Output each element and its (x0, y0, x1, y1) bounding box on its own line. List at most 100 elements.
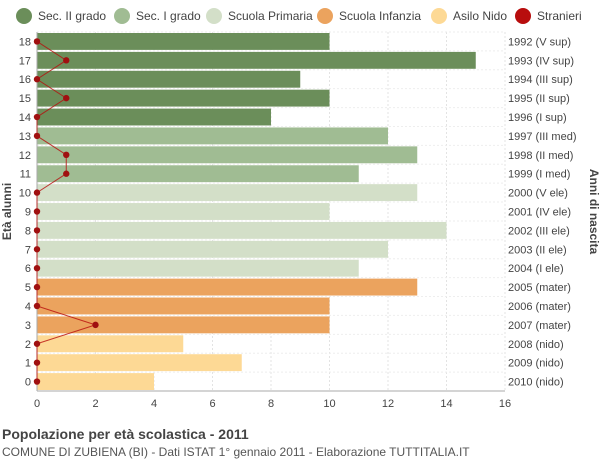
bar-age-2 (37, 335, 184, 353)
stranieri-point-age-6 (33, 264, 41, 272)
birth-label-14: 1996 (I sup) (508, 112, 567, 124)
age-label-4: 4 (25, 301, 31, 313)
legend-item-scuola-primaria: Scuola Primaria (206, 6, 313, 26)
bar-age-13 (37, 127, 388, 145)
birth-label-3: 2007 (mater) (508, 320, 571, 332)
legend-label-sec-i-grado: Sec. I grado (136, 9, 201, 23)
bar-age-14 (37, 108, 271, 126)
bar-age-15 (37, 89, 330, 107)
legend-item-sec-ii-grado: Sec. II grado (16, 6, 106, 26)
stranieri-point-age-8 (33, 227, 41, 234)
y-axis-title-right: Anni di nascita (587, 169, 600, 255)
x-tick-label-2: 4 (151, 398, 157, 410)
age-label-9: 9 (25, 207, 31, 219)
stranieri-point-age-4 (33, 302, 41, 310)
birth-label-0: 2010 (nido) (508, 377, 564, 389)
stranieri-point-age-16 (33, 76, 41, 83)
x-tick-label-0: 0 (34, 398, 40, 410)
bar-age-0 (37, 373, 154, 390)
stranieri-point-age-10 (33, 189, 41, 196)
birth-label-11: 1999 (I med) (508, 169, 570, 181)
age-label-7: 7 (25, 244, 31, 256)
age-label-16: 16 (19, 74, 31, 86)
birth-label-15: 1995 (II sup) (508, 93, 570, 105)
stranieri-point-age-3 (92, 321, 99, 329)
legend-swatch-scuola-primaria (206, 8, 222, 24)
legend-label-stranieri: Stranieri (537, 9, 582, 23)
stranieri-point-age-2 (33, 340, 41, 347)
birth-label-1: 2009 (nido) (508, 358, 564, 370)
x-tick-label-5: 10 (323, 398, 335, 410)
age-label-2: 2 (25, 339, 31, 351)
stranieri-point-age-9 (33, 208, 41, 215)
y-axis-title-left: Età alunni (0, 183, 14, 240)
birth-label-8: 2002 (III ele) (508, 225, 570, 237)
birth-label-2: 2008 (nido) (508, 339, 564, 351)
age-label-17: 17 (19, 55, 31, 67)
legend-item-sec-i-grado: Sec. I grado (114, 6, 201, 26)
birth-label-6: 2004 (I ele) (508, 263, 564, 275)
bar-age-18 (37, 33, 330, 50)
bar-age-11 (37, 165, 359, 183)
chart-subtitle: COMUNE DI ZUBIENA (BI) - Dati ISTAT 1° g… (2, 445, 470, 459)
legend-item-asilo-nido: Asilo Nido (431, 6, 507, 26)
bar-age-10 (37, 184, 418, 202)
bar-age-8 (37, 221, 447, 239)
legend-label-asilo-nido: Asilo Nido (453, 9, 508, 23)
legend-swatch-stranieri (515, 8, 531, 24)
bar-age-9 (37, 203, 330, 220)
stranieri-point-age-14 (33, 113, 41, 121)
bar-age-5 (37, 278, 418, 296)
x-tick-label-8: 16 (499, 398, 511, 410)
bar-age-16 (37, 70, 301, 88)
bar-age-6 (37, 259, 359, 277)
birth-label-5: 2005 (mater) (508, 282, 571, 294)
age-label-18: 18 (19, 36, 31, 48)
bar-age-12 (37, 146, 418, 164)
birth-label-17: 1993 (IV sup) (508, 55, 574, 67)
stranieri-point-age-12 (63, 151, 70, 159)
age-label-6: 6 (25, 263, 31, 275)
age-label-11: 11 (20, 169, 31, 181)
legend-swatch-asilo-nido (431, 8, 447, 24)
x-tick-label-4: 8 (268, 398, 274, 410)
legend-label-sec-ii-grado: Sec. II grado (38, 9, 107, 23)
age-label-1: 1 (25, 358, 31, 370)
legend-swatch-sec-i-grado (114, 8, 130, 24)
birth-label-18: 1992 (V sup) (508, 36, 571, 48)
birth-label-9: 2001 (IV ele) (508, 207, 571, 219)
bar-age-7 (37, 240, 388, 258)
legend-item-scuola-infanzia: Scuola Infanzia (317, 6, 421, 26)
age-label-12: 12 (19, 150, 31, 162)
legend-item-stranieri: Stranieri (515, 6, 582, 26)
birth-label-12: 1998 (II med) (508, 150, 573, 162)
stranieri-point-age-13 (33, 132, 41, 140)
x-tick-label-1: 2 (92, 398, 98, 410)
legend-swatch-scuola-infanzia (317, 8, 333, 24)
age-label-13: 13 (19, 131, 31, 143)
stranieri-point-age-18 (33, 38, 41, 45)
stranieri-point-age-5 (33, 283, 41, 291)
x-tick-label-3: 6 (209, 398, 215, 410)
chart-title: Popolazione per età scolastica - 2011 (2, 426, 249, 442)
age-label-3: 3 (25, 320, 31, 332)
birth-label-7: 2003 (II ele) (508, 244, 567, 256)
age-label-10: 10 (19, 188, 31, 200)
bar-age-3 (37, 316, 330, 334)
legend-swatch-sec-ii-grado (16, 8, 32, 24)
age-label-0: 0 (25, 377, 31, 389)
bar-age-17 (37, 51, 476, 69)
age-label-8: 8 (25, 225, 31, 237)
age-label-14: 14 (19, 112, 31, 124)
stranieri-point-age-11 (63, 170, 70, 177)
x-tick-label-7: 14 (440, 398, 452, 410)
stranieri-point-age-1 (33, 359, 41, 366)
age-label-15: 15 (19, 93, 31, 105)
stranieri-point-age-17 (63, 57, 70, 64)
chart-legend: Sec. II grado Sec. I grado Scuola Primar… (0, 6, 600, 26)
stranieri-point-age-7 (33, 246, 41, 253)
legend-label-scuola-primaria: Scuola Primaria (228, 9, 313, 23)
legend-label-scuola-infanzia: Scuola Infanzia (339, 9, 422, 23)
birth-label-10: 2000 (V ele) (508, 188, 568, 200)
